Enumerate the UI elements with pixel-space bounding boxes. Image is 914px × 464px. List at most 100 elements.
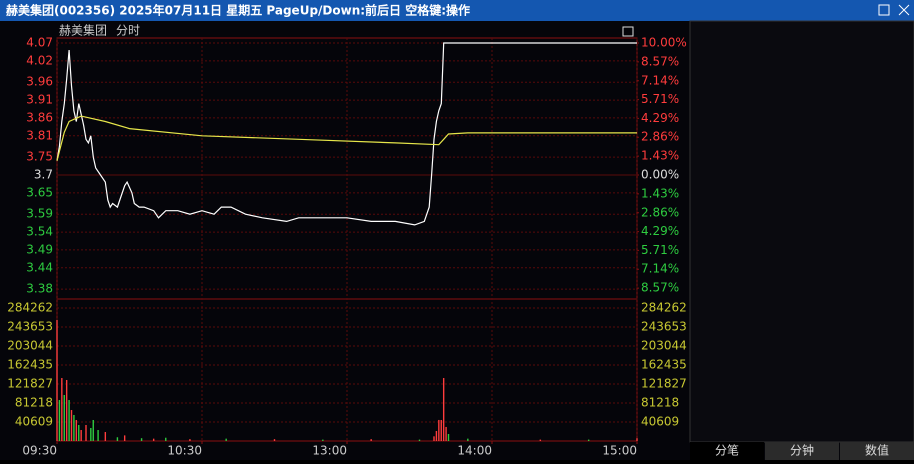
y2-tick-label: 8.57% [641, 281, 679, 295]
x-tick-label: 15:00 [602, 444, 637, 458]
y-tick-label: 3.96 [26, 75, 53, 89]
y-tick-label: 3.44 [26, 260, 53, 274]
volume-bar [440, 419, 442, 441]
volume-tick-label-right: 162435 [641, 358, 687, 372]
volume-tick-label: 284262 [7, 301, 53, 315]
volume-tick-label: 162435 [7, 358, 53, 372]
volume-bar [273, 439, 276, 441]
volume-bar [73, 414, 75, 441]
volume-tick-label-right: 243653 [641, 320, 687, 334]
volume-bar [104, 432, 107, 441]
volume-bar [587, 439, 590, 441]
y2-tick-label: 4.29% [641, 111, 679, 125]
y2-tick-label: 7.14% [641, 73, 679, 87]
volume-bar [90, 427, 92, 441]
tab[interactable] [690, 442, 764, 460]
y-tick-label: 3.91 [26, 93, 53, 107]
y-tick-label: 3.75 [26, 150, 53, 164]
volume-bar [370, 439, 372, 441]
y-tick-label: 3.38 [26, 282, 53, 296]
x-tick-label: 09:30 [22, 444, 57, 458]
y2-tick-label: 1.43% [641, 149, 679, 163]
y-tick-label: 3.86 [26, 110, 53, 124]
tab-label: 分钟 [790, 443, 814, 458]
maximize-button[interactable] [878, 4, 890, 16]
window-title: 赫美集团(002356) 2025年07月11日 星期五 PageUp/Down… [6, 3, 470, 18]
chart-subtitle: 分时 [116, 24, 140, 38]
tab-label: 分笔 [715, 443, 739, 458]
y-tick-label: 3.54 [26, 225, 53, 239]
y-tick-label: 3.7 [34, 168, 53, 182]
volume-bar [322, 439, 324, 441]
volume-bar [58, 400, 61, 441]
volume-bar [445, 426, 447, 441]
volume-bar [636, 438, 638, 441]
volume-bar [85, 424, 87, 441]
close-button[interactable] [898, 4, 910, 16]
x-tick-label: 13:00 [312, 444, 347, 458]
tab[interactable] [765, 442, 839, 460]
y-tick-label: 3.49 [26, 242, 53, 256]
x-tick-label: 10:30 [167, 444, 202, 458]
volume-tick-label-right: 284262 [641, 301, 687, 315]
price-line [56, 42, 637, 226]
volume-bar [123, 435, 126, 441]
volume-bar [225, 438, 227, 441]
y-tick-label: 4.07 [26, 36, 53, 50]
y2-tick-label: 1.43% [641, 186, 679, 200]
y2-tick-label: 4.29% [641, 224, 679, 238]
tab-label: 数值 [865, 443, 889, 458]
volume-bar [63, 395, 65, 441]
price-line [56, 115, 637, 161]
volume-tick-label: 121827 [7, 376, 53, 390]
volume-bar [438, 419, 440, 441]
volume-bar [467, 438, 469, 441]
volume-bar [447, 433, 450, 441]
y2-tick-label: 7.14% [641, 262, 679, 276]
volume-bar [152, 438, 155, 441]
volume-bar [418, 439, 421, 441]
y-tick-label: 3.81 [26, 128, 53, 142]
y-tick-label: 4.02 [26, 53, 53, 67]
volume-bar [116, 437, 119, 441]
volume-bar [165, 437, 167, 441]
volume-bar [56, 320, 58, 441]
volume-bar [92, 419, 94, 441]
y2-tick-label: 5.71% [641, 92, 679, 106]
volume-bar [140, 438, 143, 441]
y2-tick-label: 0.00% [641, 168, 679, 182]
volume-bar [65, 379, 68, 441]
y-tick-label: 3.65 [26, 185, 53, 199]
tab-bar: 分笔 分钟 数值 [690, 442, 914, 460]
volume-bar [68, 400, 70, 441]
volume-tick-label-right: 203044 [641, 339, 687, 353]
volume-bar [75, 419, 78, 441]
volume-tick-label: 243653 [7, 320, 53, 334]
volume-bar [80, 430, 82, 441]
volume-tick-label: 81218 [15, 395, 53, 409]
panel-toggle[interactable] [622, 26, 634, 37]
volume-tick-label: 203044 [7, 339, 53, 353]
volume-bar [61, 378, 63, 441]
volume-tick-label: 40609 [15, 414, 53, 428]
volume-tick-label-right: 121827 [641, 376, 687, 390]
x-tick-label: 14:00 [457, 444, 492, 458]
chart-title: 赫美集团 [59, 23, 107, 38]
volume-bar [442, 378, 445, 441]
tab[interactable] [840, 442, 914, 460]
y2-tick-label: 2.86% [641, 205, 679, 219]
title-bar [0, 0, 914, 21]
volume-bar [435, 430, 438, 441]
volume-bar [78, 424, 80, 441]
y-tick-label: 3.59 [26, 207, 53, 221]
volume-tick-label-right: 81218 [641, 395, 679, 409]
y2-tick-label: 5.71% [641, 243, 679, 257]
side-panel [689, 20, 914, 443]
volume-tick-label-right: 40609 [641, 414, 679, 428]
y2-tick-label: 10.00% [641, 36, 687, 50]
y2-tick-label: 8.57% [641, 54, 679, 68]
volume-bar [97, 430, 99, 441]
volume-bar [70, 410, 73, 441]
volume-bar [189, 439, 191, 441]
